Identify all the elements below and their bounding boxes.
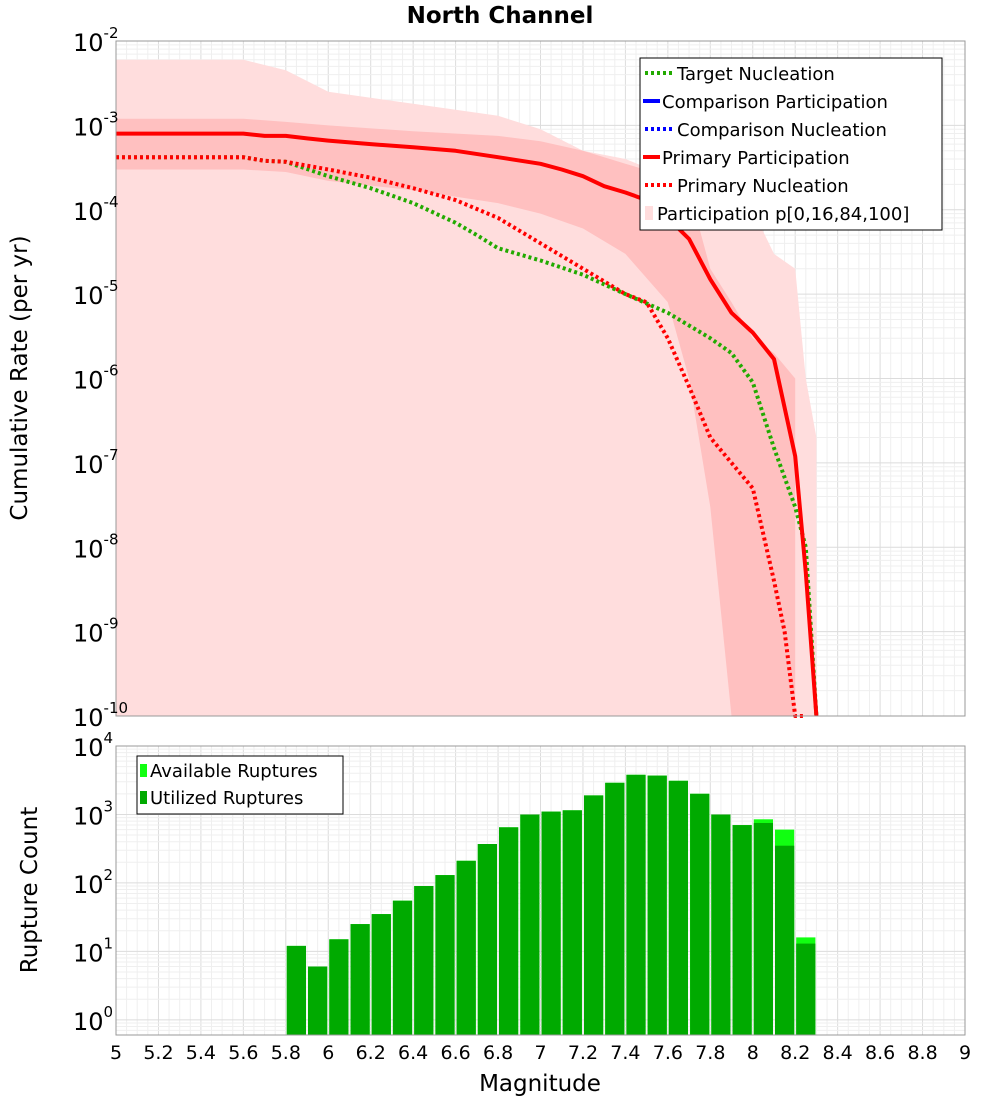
x-tick-label: 7.6: [653, 1042, 683, 1064]
x-tick-label: 8.4: [823, 1042, 853, 1064]
bar-utilized-ruptures: [753, 823, 773, 1035]
x-tick-label: 8: [747, 1042, 759, 1064]
band-p16-p84: [116, 118, 796, 716]
bar-utilized-ruptures: [456, 860, 476, 1035]
bottom-legend: Available Ruptures Utilized Ruptures: [136, 755, 344, 815]
bottom-plot-frame: [115, 745, 966, 1036]
bar-utilized-ruptures: [308, 966, 328, 1035]
x-tick-label: 8.2: [780, 1042, 810, 1064]
top-y-axis-title: Cumulative Rate (per yr): [7, 235, 33, 520]
x-tick-label: 5.2: [143, 1042, 173, 1064]
bar-utilized-ruptures: [371, 914, 391, 1035]
top-y-tick-label: 10-8: [73, 530, 119, 563]
top-y-tick-labels: 10-2 10-3 10-4 10-5 10-6 10-7 10-8 10-9 10-10: [73, 24, 128, 732]
x-tick-label: 7.2: [568, 1042, 598, 1064]
bottom-y-tick-label: 104: [73, 729, 113, 762]
bottom-y-tick-label: 103: [73, 797, 113, 830]
top-y-tick-label: 10-6: [73, 362, 119, 395]
bottom-plot: 100 101 102 103 104 5 5.2 5.4 5.6 5.8 6 6.2 6.4 6.6 6…: [17, 729, 971, 1097]
top-legend-box: [639, 57, 943, 231]
x-tick-label: 6.2: [356, 1042, 386, 1064]
top-plot-frame: [115, 40, 966, 717]
bar-utilized-ruptures: [499, 827, 519, 1035]
legend-label-utilized-ruptures: Utilized Ruptures: [150, 788, 303, 809]
x-tick-label: 5.6: [228, 1042, 258, 1064]
bottom-y-axis-title: Rupture Count: [17, 807, 43, 973]
legend-label-primary-nucleation: Primary Nucleation: [677, 176, 849, 197]
x-tick-label: 7.8: [695, 1042, 725, 1064]
legend-swatch-participation-band: [645, 206, 653, 220]
legend-label-comparison-nucleation: Comparison Nucleation: [677, 120, 887, 141]
series-line-primary-participation: [116, 131, 819, 717]
bar-utilized-ruptures: [562, 810, 582, 1035]
bar-utilized-ruptures: [775, 845, 795, 1035]
bar-utilized-ruptures: [329, 939, 349, 1035]
bar-utilized-ruptures: [732, 825, 752, 1035]
x-tick-label: 8.6: [865, 1042, 895, 1064]
top-lines: [116, 131, 819, 718]
top-plot: 10-2 10-3 10-4 10-5 10-6 10-7 10-8 10-9 10-10 Cu…: [7, 24, 966, 732]
x-tick-labels: 5 5.2 5.4 5.6 5.8 6 6.2 6.4 6.6 6.8 7 7.2 7.4 7.6 7.8 8…: [110, 1042, 971, 1064]
top-y-tick-label: 10-2: [73, 24, 119, 57]
series-line-target-nucleation: [116, 155, 819, 717]
legend-label-primary-participation: Primary Participation: [662, 148, 850, 169]
bottom-y-tick-label: 101: [73, 934, 113, 967]
top-y-tick-label: 10-9: [73, 615, 119, 648]
x-tick-label: 5.8: [271, 1042, 301, 1064]
bar-utilized-ruptures: [647, 775, 667, 1035]
bar-utilized-ruptures: [690, 793, 710, 1035]
legend-swatch-utilized-ruptures: [140, 791, 147, 804]
bottom-bars: [286, 774, 816, 1035]
bar-utilized-ruptures: [477, 844, 497, 1035]
x-tick-label: 7: [534, 1042, 546, 1064]
x-tick-label: 9: [959, 1042, 971, 1064]
x-tick-label: 7.4: [610, 1042, 640, 1064]
bar-utilized-ruptures: [350, 924, 370, 1035]
legend-label-target-nucleation: Target Nucleation: [676, 64, 835, 85]
bottom-legend-box: [136, 755, 344, 815]
top-y-tick-label: 10-7: [73, 446, 119, 479]
bar-utilized-ruptures: [414, 886, 434, 1035]
bar-utilized-ruptures: [520, 814, 540, 1035]
bottom-y-tick-labels: 100 101 102 103 104: [73, 729, 113, 1036]
legend-label-participation-band: Participation p[0,16,84,100]: [657, 204, 909, 225]
bar-utilized-ruptures: [541, 811, 561, 1035]
bar-utilized-ruptures: [435, 875, 455, 1035]
top-y-tick-label: 10-3: [73, 108, 119, 141]
bar-utilized-ruptures: [711, 814, 731, 1035]
bottom-y-tick-label: 100: [73, 1003, 113, 1036]
bar-utilized-ruptures: [286, 945, 306, 1035]
x-tick-label: 6.4: [398, 1042, 428, 1064]
top-y-tick-label: 10-5: [73, 277, 119, 310]
bar-utilized-ruptures: [605, 782, 625, 1035]
bar-utilized-ruptures: [626, 774, 646, 1035]
x-axis-title: Magnitude: [479, 1071, 601, 1097]
bar-utilized-ruptures: [668, 780, 688, 1035]
legend-swatch-available-ruptures: [140, 764, 147, 777]
chart-title: North Channel: [407, 3, 594, 29]
x-tick-label: 5: [110, 1042, 122, 1064]
series-line-primary-nucleation: [116, 155, 806, 718]
top-y-tick-label: 10-10: [73, 699, 128, 732]
x-tick-label: 6: [322, 1042, 334, 1064]
x-tick-label: 5.4: [186, 1042, 216, 1064]
bar-utilized-ruptures: [584, 795, 604, 1035]
bottom-y-tick-label: 102: [73, 866, 113, 899]
bar-utilized-ruptures: [796, 943, 816, 1035]
legend-label-available-ruptures: Available Ruptures: [150, 761, 318, 782]
bar-utilized-ruptures: [392, 900, 413, 1035]
legend-label-comparison-participation: Comparison Participation: [662, 92, 888, 113]
top-legend: Target Nucleation Comparison Participati…: [639, 57, 943, 231]
x-tick-label: 8.8: [907, 1042, 937, 1064]
x-tick-label: 6.8: [483, 1042, 513, 1064]
top-y-tick-label: 10-4: [73, 193, 119, 226]
x-tick-label: 6.6: [440, 1042, 470, 1064]
